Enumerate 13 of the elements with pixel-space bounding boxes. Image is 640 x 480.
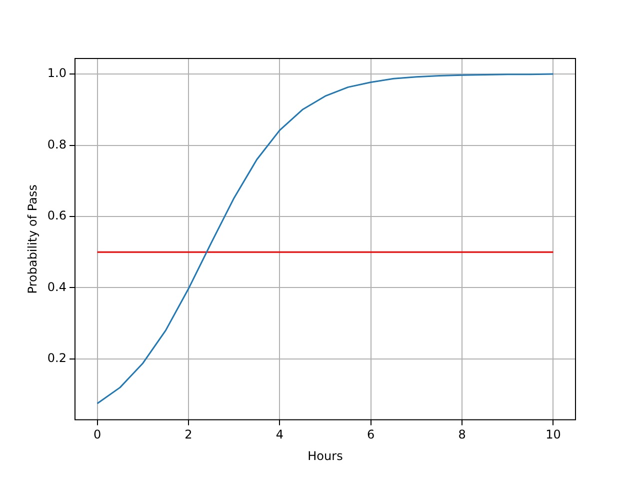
y-tick-label: 0.8 [47, 137, 66, 152]
y-tick-label: 0.4 [47, 280, 66, 294]
x-tick-label: 6 [367, 428, 375, 442]
x-tick-label: 10 [546, 428, 561, 442]
y-tick-label: 1.0 [47, 66, 66, 80]
x-axis-title: Hours [308, 448, 343, 463]
x-tick-label: 4 [276, 428, 284, 442]
y-axis-title: Probability of Pass [25, 184, 40, 294]
y-tick-label: 0.6 [47, 208, 66, 223]
x-tick-label: 2 [184, 428, 192, 442]
x-tick-label: 0 [93, 428, 102, 442]
x-tick-label: 8 [458, 428, 466, 442]
y-tick-label: 0.2 [47, 351, 66, 366]
